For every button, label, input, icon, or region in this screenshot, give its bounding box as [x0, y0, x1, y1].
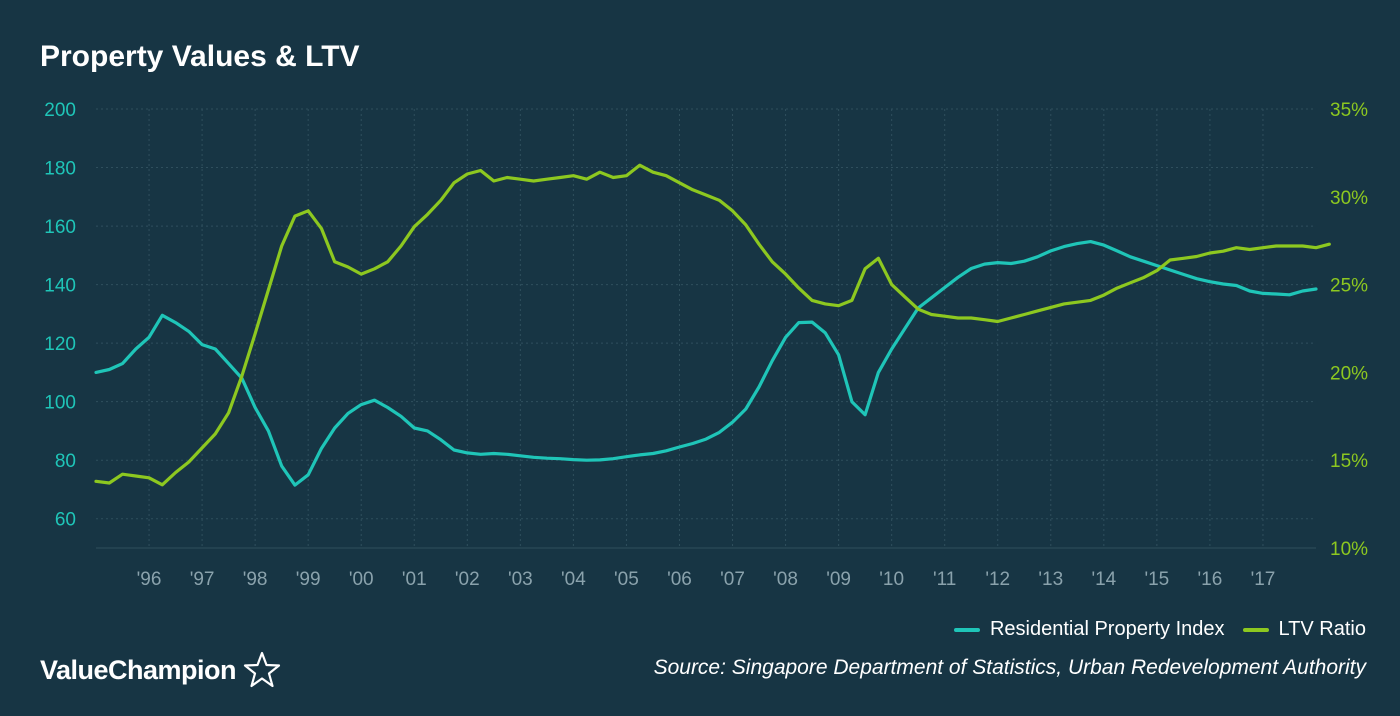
- left-tick-label: 140: [44, 276, 76, 297]
- right-tick-label: 30%: [1330, 188, 1368, 209]
- source-note: Source: Singapore Department of Statisti…: [653, 656, 1366, 679]
- legend-label-ltv: LTV Ratio: [1278, 618, 1366, 640]
- series-line-residential-property-index: [94, 240, 1318, 487]
- series-lines: [94, 163, 1331, 487]
- x-tick-label: '11: [933, 569, 956, 590]
- x-tick-label: '07: [720, 569, 745, 590]
- x-tick-label: '03: [508, 569, 533, 590]
- x-axis: '96 '97 '98 '99 '00 '01 '02 '03 '04 '05 '06 '07 '08 '…: [137, 569, 1276, 590]
- x-tick-label: '01: [402, 569, 427, 590]
- right-tick-label: 15%: [1330, 451, 1368, 472]
- legend-swatch-ltv: [1242, 627, 1269, 632]
- x-tick-label: '97: [190, 569, 215, 590]
- x-tick-label: '06: [667, 569, 692, 590]
- x-tick-label: '08: [773, 569, 798, 590]
- x-tick-label: '09: [826, 569, 851, 590]
- left-tick-label: 160: [44, 217, 76, 238]
- x-tick-label: '99: [296, 569, 321, 590]
- x-tick-label: '16: [1198, 569, 1223, 590]
- star-outline-icon: [243, 651, 281, 688]
- legend-item-ltv: LTV Ratio: [1242, 618, 1366, 641]
- left-tick-label: 100: [44, 393, 76, 414]
- left-tick-label: 180: [44, 159, 76, 180]
- x-tick-label: '13: [1038, 569, 1063, 590]
- left-tick-label: 200: [44, 100, 76, 121]
- left-axis: 60 80 100 120 140 160 180 200: [44, 100, 76, 531]
- x-tick-label: '00: [349, 569, 374, 590]
- brand-logo: ValueChampion: [40, 650, 282, 690]
- x-tick-label: '02: [455, 569, 480, 590]
- grid-lines: [96, 108, 1316, 549]
- x-tick-label: '12: [985, 569, 1010, 590]
- left-tick-label: 60: [55, 510, 76, 531]
- right-tick-label: 10%: [1330, 539, 1368, 560]
- x-tick-label: '05: [614, 569, 639, 590]
- right-tick-label: 35%: [1330, 100, 1368, 121]
- x-tick-label: '04: [561, 569, 586, 590]
- x-tick-label: '98: [243, 569, 268, 590]
- legend-swatch-rpi: [953, 627, 980, 632]
- right-tick-label: 25%: [1330, 276, 1368, 297]
- x-tick-label: '14: [1091, 569, 1116, 590]
- legend-item-rpi: Residential Property Index: [953, 618, 1225, 641]
- left-tick-label: 80: [55, 451, 76, 472]
- legend: Residential Property Index LTV Ratio: [953, 618, 1366, 641]
- legend-label-rpi: Residential Property Index: [989, 618, 1225, 640]
- chart-title: Property Values & LTV: [40, 40, 360, 73]
- x-tick-label: '96: [137, 569, 162, 590]
- right-axis: 10% 15% 20% 25% 30% 35%: [1330, 100, 1368, 560]
- brand-name: ValueChampion: [40, 654, 237, 685]
- x-tick-label: '10: [879, 569, 904, 590]
- series-line-ltv-ratio: [94, 163, 1331, 487]
- x-tick-label: '15: [1144, 569, 1169, 590]
- right-tick-label: 20%: [1330, 363, 1368, 384]
- left-tick-label: 120: [44, 334, 76, 355]
- x-tick-label: '17: [1251, 569, 1276, 590]
